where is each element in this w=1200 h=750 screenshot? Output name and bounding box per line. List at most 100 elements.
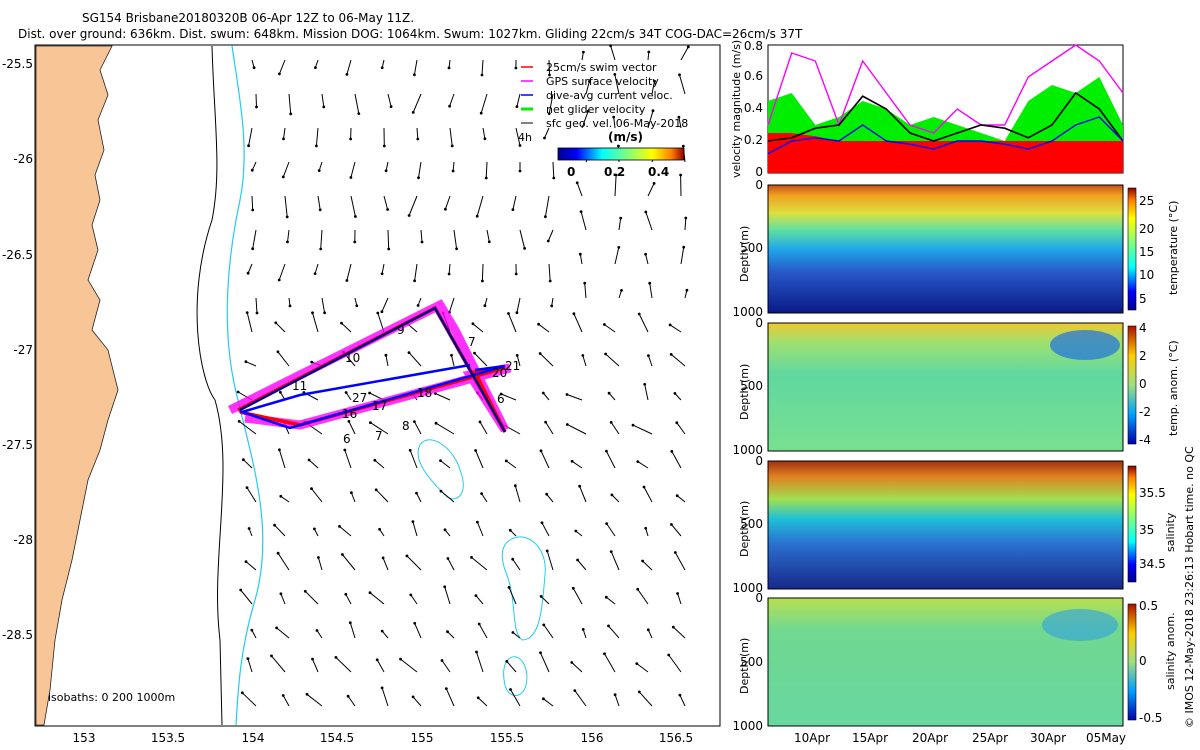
current-arrow [406,555,422,571]
cbar-tick: 0.5 [1139,599,1158,613]
current-arrow [674,552,686,571]
current-arrow [545,421,554,435]
current-arrow-head [617,144,620,148]
current-arrow [276,627,290,639]
lat-tick: -25.5 [2,57,33,71]
current-arrow-head [455,247,458,251]
current-arrow [638,313,649,333]
current-arrow-head [668,323,672,327]
current-arrow [476,651,484,673]
y-tick: 0 [755,591,763,605]
current-arrow [544,127,550,139]
current-arrow-head [637,690,641,694]
lon-tick: 156.5 [659,731,693,745]
current-arrow [544,195,550,217]
current-arrow-head [413,420,416,423]
cbar-label: salinity anom. [1164,612,1177,690]
current-arrow [413,59,418,75]
current-arrow [684,217,687,231]
current-arrow [481,493,488,503]
current-arrow [680,46,689,61]
current-arrow [412,93,422,113]
current-arrow-head [671,625,675,629]
current-arrow-head [246,657,250,660]
current-arrow-head [570,661,574,664]
lon-tick: 153.5 [151,731,185,745]
current-arrow-head [675,494,679,498]
current-arrow-head [240,691,244,695]
current-arrow-head [518,144,522,147]
current-arrow-head [303,589,307,593]
current-arrow-head [484,176,488,180]
current-arrow [668,654,682,673]
current-arrow-head [353,240,357,244]
current-arrow [576,182,583,197]
current-arrow [283,127,286,139]
current-arrow-head [675,421,679,425]
current-arrow [577,559,587,571]
current-arrow [410,594,418,605]
current-arrow-head [252,66,256,70]
current-arrow [316,630,323,639]
current-arrow-head [607,391,611,395]
current-arrow-head [513,484,517,488]
current-arrow [476,521,484,537]
current-arrow-head [508,528,512,532]
current-arrow [647,110,654,129]
cbar-tick: 35 [1139,523,1154,537]
current-arrow [637,589,649,605]
current-arrow [271,655,286,673]
current-arrow [475,595,484,605]
lat-tick: -26.5 [2,248,33,262]
current-arrow [614,74,620,95]
current-arrow [548,263,551,282]
current-arrow-head [478,420,482,424]
current-arrow [416,492,422,503]
salinity-anomaly-colorbar [1127,603,1137,721]
lon-tick: 154.5 [320,731,354,745]
current-arrow-head [676,592,679,595]
current-arrow [306,693,323,707]
current-arrow-head [346,694,350,698]
current-arrow-head [242,458,245,462]
current-arrow-head [574,529,578,533]
current-arrow-head [540,521,544,525]
current-arrow-head [550,304,554,308]
salinity-field [767,460,1124,590]
current-arrow-head [588,80,591,83]
lon-tick: 154 [242,731,265,745]
current-arrow-head [313,272,317,275]
velocity-series [767,44,1124,173]
current-arrow-head [613,693,617,697]
lon-tick: 156 [581,731,604,745]
current-arrow [679,74,686,95]
current-arrow-head [511,208,515,212]
cbar-tick: 2 [1139,349,1147,363]
current-arrow [579,486,587,503]
current-arrow-head [374,488,378,492]
current-arrow-head [487,240,491,244]
temp-anomaly-colorbar [1127,325,1137,445]
track-day-labels: 9 7 10 21 20 11 18 27 17 16 6 8 7 6 [292,323,520,446]
current-arrow-head [652,182,656,185]
current-arrow-head [349,176,353,179]
current-arrow [347,695,356,707]
current-arrow [539,353,554,367]
current-arrow [618,218,622,231]
current-arrow [317,557,323,571]
current-arrow-head [518,169,522,173]
current-arrow-head [250,628,254,632]
current-arrow [381,263,385,274]
current-arrow [636,663,649,673]
depth-ylabel: Depth (m) [738,225,751,282]
current-arrow [247,263,253,274]
cbar-label: temperature (°C) [1167,200,1180,295]
current-arrow-head [380,310,384,314]
current-arrow-head [499,392,503,396]
current-arrow-head [350,491,353,495]
cbar-tick: -4 [1139,433,1151,447]
current-arrow-head [288,304,292,308]
current-arrow [447,558,455,571]
current-arrow [381,297,389,312]
